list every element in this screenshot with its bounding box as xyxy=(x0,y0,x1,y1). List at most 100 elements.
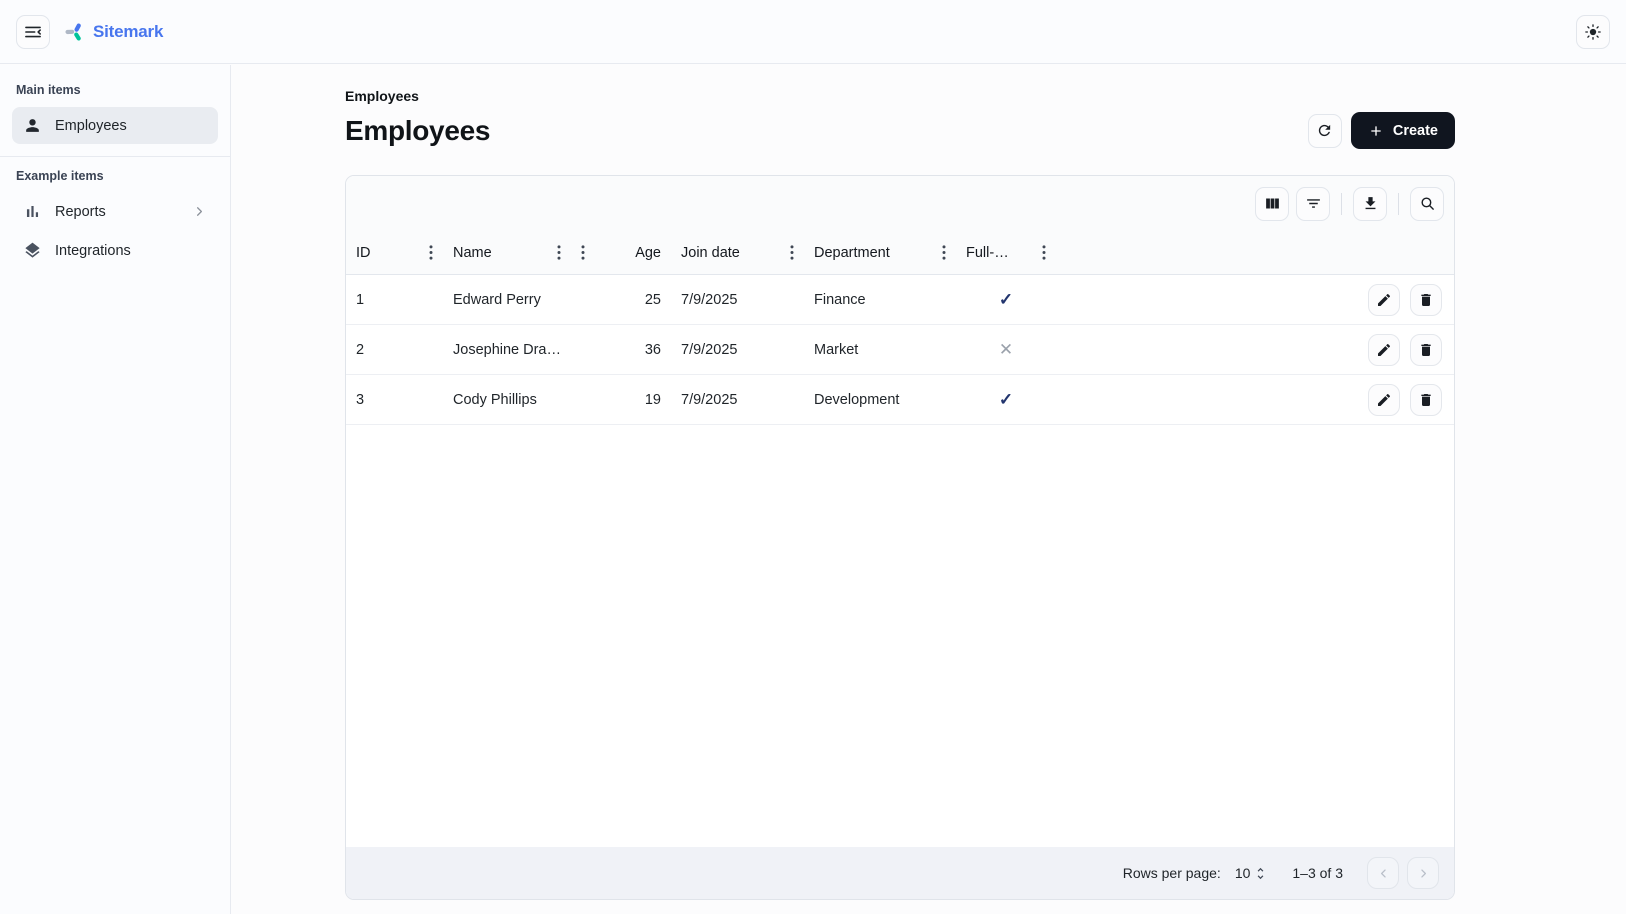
menu-collapse-icon xyxy=(23,22,43,42)
pagination-range-label: 1–3 of 3 xyxy=(1292,865,1343,881)
clear-icon: ✕ xyxy=(998,339,1014,359)
employees-data-grid: ID Name Age Join date Department xyxy=(345,175,1455,900)
column-header-full-time[interactable]: Full-… xyxy=(956,231,1056,274)
column-header-name[interactable]: Name xyxy=(443,231,571,274)
bar-chart-icon xyxy=(23,202,42,221)
grid-column-headers: ID Name Age Join date Department xyxy=(346,231,1454,275)
check-icon: ✓ xyxy=(998,289,1014,309)
cell-name: Josephine Drake xyxy=(453,341,562,358)
page-title: Employees xyxy=(345,114,491,146)
cell-id: 3 xyxy=(356,391,365,408)
create-button-label: Create xyxy=(1392,122,1438,139)
column-menu-icon[interactable] xyxy=(1042,245,1046,260)
delete-button[interactable] xyxy=(1410,333,1442,366)
main-content: Employees Employees xyxy=(231,64,1626,914)
brand-logo: Sitemark xyxy=(64,21,163,43)
cell-full-time: ✕ xyxy=(956,340,1056,360)
rows-per-page-value: 10 xyxy=(1234,865,1251,881)
export-button[interactable] xyxy=(1353,186,1387,221)
person-icon xyxy=(23,116,42,135)
rows-per-page-select[interactable]: 10 xyxy=(1235,865,1269,881)
pencil-icon xyxy=(1376,342,1392,358)
unfold-more-icon xyxy=(1253,866,1268,881)
cell-full-time: ✓ xyxy=(956,290,1056,310)
column-menu-icon[interactable] xyxy=(557,245,561,260)
chevron-left-icon xyxy=(1376,866,1391,881)
cell-join-date: 7/9/2025 xyxy=(681,341,738,358)
sidebar-navigation: Main items Employees Example items Repor… xyxy=(0,65,231,914)
cell-join-date: 7/9/2025 xyxy=(681,291,738,308)
rows-per-page-label: Rows per page: xyxy=(1122,865,1221,881)
cell-name: Edward Perry xyxy=(453,291,541,308)
check-icon: ✓ xyxy=(998,389,1014,409)
column-header-id[interactable]: ID xyxy=(346,231,443,274)
cell-name: Cody Phillips xyxy=(453,391,537,408)
sitemark-logo-icon xyxy=(64,21,86,43)
sun-icon xyxy=(1584,23,1602,41)
table-row[interactable]: 2 Josephine Drake 36 7/9/2025 Market ✕ xyxy=(346,325,1454,375)
cell-full-time: ✓ xyxy=(956,390,1056,410)
grid-pagination-footer: Rows per page: 10 1–3 of 3 xyxy=(346,847,1454,899)
toolbar-divider xyxy=(1341,192,1342,215)
cell-age: 19 xyxy=(644,391,661,408)
cell-department: Market xyxy=(814,341,859,358)
cell-age: 36 xyxy=(644,341,661,358)
edit-button[interactable] xyxy=(1368,283,1400,316)
sidebar-item-employees[interactable]: Employees xyxy=(12,107,218,144)
sidebar-toggle-button[interactable] xyxy=(16,14,50,49)
theme-toggle-button[interactable] xyxy=(1576,14,1610,49)
edit-button[interactable] xyxy=(1368,333,1400,366)
table-row[interactable]: 1 Edward Perry 25 7/9/2025 Finance ✓ xyxy=(346,275,1454,325)
sidebar-section-main-items: Main items xyxy=(16,83,81,97)
sidebar-divider xyxy=(0,156,230,157)
cell-id: 1 xyxy=(356,291,365,308)
sidebar-section-example-items: Example items xyxy=(16,169,104,183)
next-page-button[interactable] xyxy=(1407,857,1439,889)
search-icon xyxy=(1419,195,1436,212)
download-icon xyxy=(1362,195,1379,212)
columns-button[interactable] xyxy=(1255,186,1289,221)
sidebar-item-label: Employees xyxy=(55,117,127,134)
layers-icon xyxy=(23,241,42,260)
refresh-icon xyxy=(1316,122,1333,139)
top-app-bar: Sitemark xyxy=(0,0,1626,64)
trash-icon xyxy=(1418,342,1434,358)
column-menu-icon[interactable] xyxy=(581,245,585,260)
column-header-department[interactable]: Department xyxy=(804,231,956,274)
chevron-right-icon xyxy=(1416,866,1431,881)
filter-icon xyxy=(1305,195,1322,212)
sidebar-item-label: Integrations xyxy=(55,242,131,259)
table-row[interactable]: 3 Cody Phillips 19 7/9/2025 Development … xyxy=(346,375,1454,425)
sidebar-item-reports[interactable]: Reports xyxy=(12,193,218,230)
grid-empty-area xyxy=(346,425,1454,847)
trash-icon xyxy=(1418,292,1434,308)
previous-page-button[interactable] xyxy=(1367,857,1399,889)
filter-button[interactable] xyxy=(1296,186,1330,221)
cell-department: Development xyxy=(814,391,900,408)
pencil-icon xyxy=(1376,292,1392,308)
delete-button[interactable] xyxy=(1410,283,1442,316)
column-menu-icon[interactable] xyxy=(429,245,433,260)
toolbar-divider xyxy=(1398,192,1399,215)
cell-id: 2 xyxy=(356,341,365,358)
delete-button[interactable] xyxy=(1410,383,1442,416)
cell-join-date: 7/9/2025 xyxy=(681,391,738,408)
cell-department: Finance xyxy=(814,291,866,308)
column-menu-icon[interactable] xyxy=(942,245,946,260)
create-button[interactable]: Create xyxy=(1350,112,1455,149)
plus-icon xyxy=(1368,123,1384,139)
column-header-age[interactable]: Age xyxy=(571,231,671,274)
pencil-icon xyxy=(1376,392,1392,408)
cell-age: 25 xyxy=(644,291,661,308)
grid-toolbar xyxy=(346,176,1454,231)
search-button[interactable] xyxy=(1410,186,1444,221)
view-columns-icon xyxy=(1264,195,1281,212)
refresh-button[interactable] xyxy=(1307,113,1342,148)
trash-icon xyxy=(1418,392,1434,408)
sidebar-item-integrations[interactable]: Integrations xyxy=(12,232,218,269)
sidebar-item-label: Reports xyxy=(55,203,106,220)
edit-button[interactable] xyxy=(1368,383,1400,416)
column-header-join-date[interactable]: Join date xyxy=(671,231,804,274)
column-menu-icon[interactable] xyxy=(790,245,794,260)
brand-name: Sitemark xyxy=(93,21,164,41)
